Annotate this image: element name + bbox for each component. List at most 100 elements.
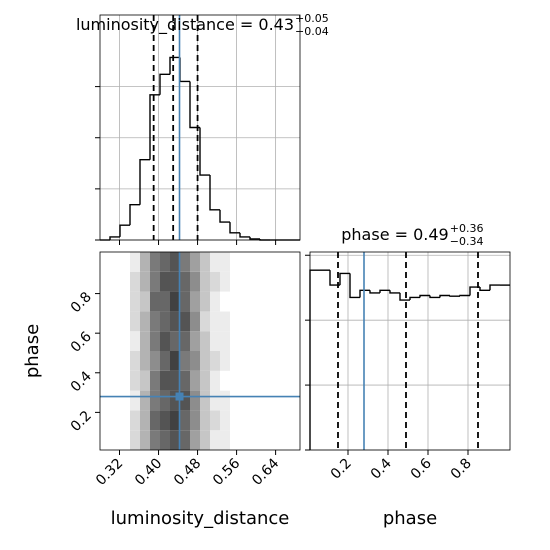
density-cell — [200, 271, 210, 292]
histogram-step — [119, 224, 130, 237]
x-tick-label: 0.48 — [171, 456, 204, 489]
density-cell — [190, 331, 200, 351]
density-cell — [210, 271, 220, 292]
density-cell — [230, 291, 240, 312]
title-upper-error: +0.05 — [295, 12, 329, 25]
density-cell — [210, 370, 220, 391]
density-cell — [220, 430, 230, 450]
density-cell — [140, 390, 150, 411]
y-tick-label: 0.2 — [68, 408, 95, 435]
density-cell — [240, 311, 250, 332]
density-cell — [170, 370, 180, 391]
histogram-step — [169, 56, 180, 75]
histogram-step — [339, 272, 350, 286]
density-cell — [130, 331, 140, 351]
density-cell — [210, 331, 220, 351]
density-cell — [240, 430, 250, 450]
density-cell — [170, 351, 180, 371]
density-cell — [190, 410, 200, 431]
density-cell — [180, 370, 190, 391]
y-tick-label: 0.6 — [68, 329, 95, 356]
density-cell — [240, 370, 250, 391]
density-cell — [190, 430, 200, 450]
density-cell — [160, 291, 170, 312]
density-cell — [130, 311, 140, 332]
density-cell — [150, 390, 160, 411]
density-cell — [220, 331, 230, 351]
density-cell — [180, 291, 190, 312]
density-cell — [160, 331, 170, 351]
density-cell — [200, 430, 210, 450]
plot-frame — [99, 251, 301, 451]
density-cell — [130, 271, 140, 292]
density-cell — [140, 430, 150, 450]
title-upper-error: +0.36 — [450, 222, 484, 235]
density-cell — [160, 252, 170, 272]
density-cell — [150, 410, 160, 431]
density-cell — [160, 370, 170, 391]
density-cell — [210, 311, 220, 332]
density-cell — [170, 410, 180, 431]
histogram-step — [429, 295, 440, 299]
density-cell — [240, 390, 250, 411]
density-cell — [180, 252, 190, 272]
density-cell — [170, 291, 180, 312]
density-cell — [230, 370, 240, 391]
histogram-step — [149, 94, 160, 160]
density-cell — [230, 410, 240, 431]
title-lower-error: −0.34 — [450, 235, 484, 248]
histogram-step — [359, 289, 370, 298]
histogram-step — [409, 296, 420, 301]
density-cell — [200, 390, 210, 411]
density-cell — [230, 430, 240, 450]
density-cell — [180, 410, 190, 431]
histogram-step — [159, 73, 170, 95]
density-cell — [130, 410, 140, 431]
density-cell — [200, 351, 210, 371]
density-cell — [180, 430, 190, 450]
density-cell — [180, 390, 190, 411]
x-tick-label: 0.32 — [93, 456, 126, 489]
histogram-step — [249, 236, 260, 240]
histogram-step — [179, 57, 190, 83]
density-cell — [130, 370, 140, 391]
density-cell — [190, 252, 200, 272]
histogram-step — [109, 236, 120, 240]
density-cell — [140, 351, 150, 371]
histogram-step — [379, 289, 390, 293]
x-tick-label: 0.8 — [448, 456, 475, 483]
density-cell — [230, 311, 240, 332]
density-cell — [230, 252, 240, 272]
x-tick-label: 0.2 — [328, 456, 355, 483]
density-cell — [150, 271, 160, 292]
histogram-step — [389, 290, 400, 294]
histogram-step — [329, 270, 340, 286]
density-cell — [130, 430, 140, 450]
density-cell — [150, 252, 160, 272]
density-cell — [150, 430, 160, 450]
density-cell — [200, 410, 210, 431]
density-cell — [140, 291, 150, 312]
y-tick-label: 0.8 — [68, 289, 95, 316]
density-cell — [220, 311, 230, 332]
histogram-step — [469, 286, 480, 296]
x-tick-label: 0.40 — [132, 456, 165, 489]
histogram-step — [189, 81, 200, 129]
density-cell — [180, 311, 190, 332]
density-cell — [180, 271, 190, 292]
histogram-step — [129, 204, 140, 226]
truth-point — [175, 392, 184, 401]
density-cell — [140, 331, 150, 351]
density-cell — [190, 311, 200, 332]
density-cell — [150, 291, 160, 312]
y-axis-label: phase — [22, 324, 43, 378]
density-cell — [150, 331, 160, 351]
x-tick-label: 0.64 — [249, 455, 282, 488]
density-cell — [220, 410, 230, 431]
density-cell — [140, 252, 150, 272]
histogram-step — [239, 232, 250, 238]
density-cell — [160, 351, 170, 371]
density-cell — [140, 311, 150, 332]
density-cell — [200, 311, 210, 332]
